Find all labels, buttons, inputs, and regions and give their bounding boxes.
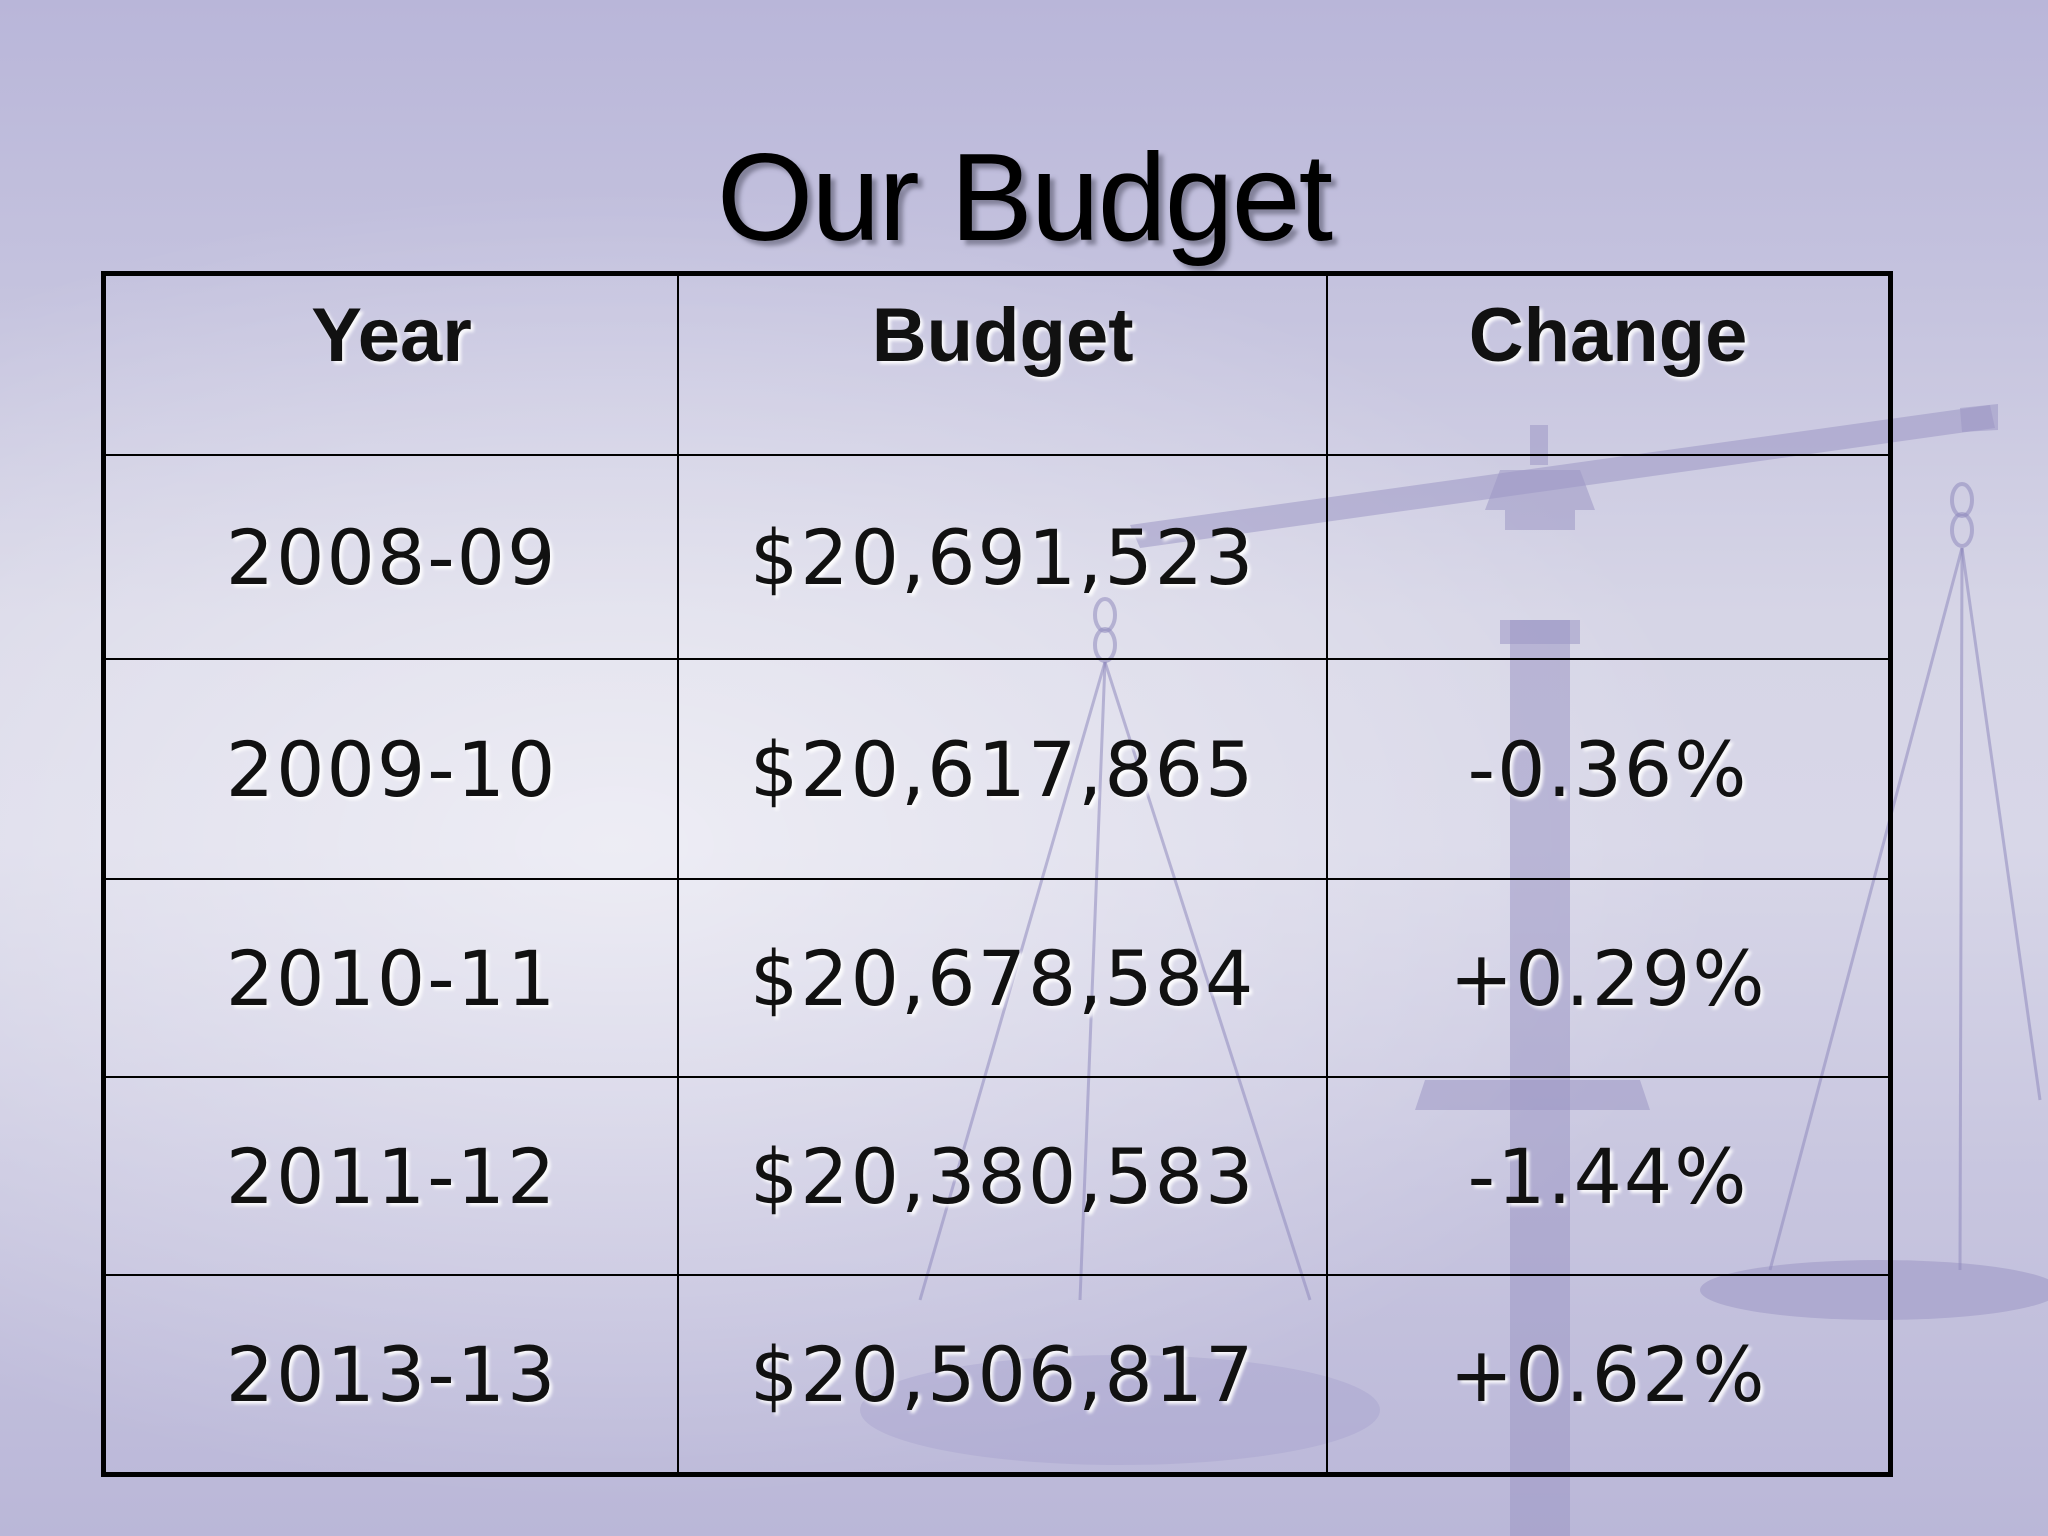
table-header-row: Year Budget Change [102,272,1892,456]
table-row: 2011-12 $20,380,583 -1.44% [102,1076,1892,1276]
cell-change: -1.44% [1326,1076,1892,1276]
table-row: 2010-11 $20,678,584 +0.29% [102,878,1892,1078]
cell-year: 2011-12 [102,1076,680,1276]
cell-budget: $20,506,817 [677,1274,1329,1476]
header-year: Year [102,272,680,456]
table-row: 2013-13 $20,506,817 +0.62% [102,1274,1892,1476]
cell-year: 2008-09 [102,454,680,660]
cell-budget: $20,617,865 [677,658,1329,880]
table-row: 2008-09 $20,691,523 [102,454,1892,660]
slide-title: Our Budget [716,129,1333,267]
cell-year: 2010-11 [102,878,680,1078]
cell-budget: $20,678,584 [677,878,1329,1078]
header-budget: Budget [677,272,1329,456]
cell-year: 2013-13 [102,1274,680,1476]
cell-change: -0.36% [1326,658,1892,880]
budget-table: Year Budget Change 2008-09 $20,691,523 2… [101,271,1893,1477]
cell-change: +0.29% [1326,878,1892,1078]
table-row: 2009-10 $20,617,865 -0.36% [102,658,1892,880]
cell-budget: $20,691,523 [677,454,1329,660]
cell-year: 2009-10 [102,658,680,880]
cell-change: +0.62% [1326,1274,1892,1476]
cell-budget: $20,380,583 [677,1076,1329,1276]
header-change: Change [1326,272,1892,456]
cell-change [1326,454,1892,660]
